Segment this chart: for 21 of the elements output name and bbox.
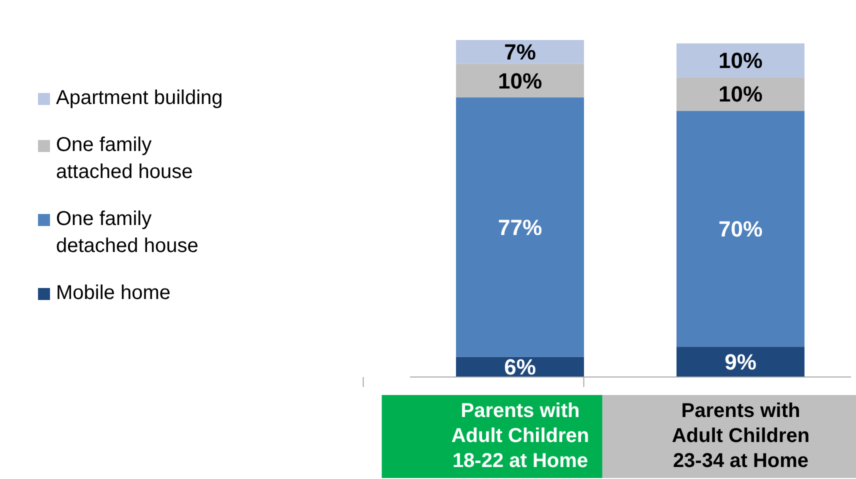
bar [676,110,804,347]
data-label: 9% [724,350,756,375]
bar [456,40,584,64]
data-label: 10% [718,48,763,74]
x-tick-label: Parents with Adult Children 23-34 at Home [672,400,810,472]
bar [456,64,584,98]
legend-label: Apartment building [56,86,223,111]
data-label: 70% [718,216,763,242]
bar [676,43,804,78]
data-label: 77% [498,214,542,240]
bar [456,97,584,357]
data-label: 7% [504,40,536,65]
x-tick-label: Parents with Adult Children 18-22 at Home [451,400,590,472]
data-label: 6% [504,354,536,380]
legend-label: Mobile home [56,281,171,306]
bar [676,77,804,111]
bar [676,346,804,377]
legend-label: One family detached house [56,207,200,259]
data-label: 10% [718,82,763,107]
legend-label: One family attached house [56,133,194,185]
data-label: 10% [498,68,542,94]
